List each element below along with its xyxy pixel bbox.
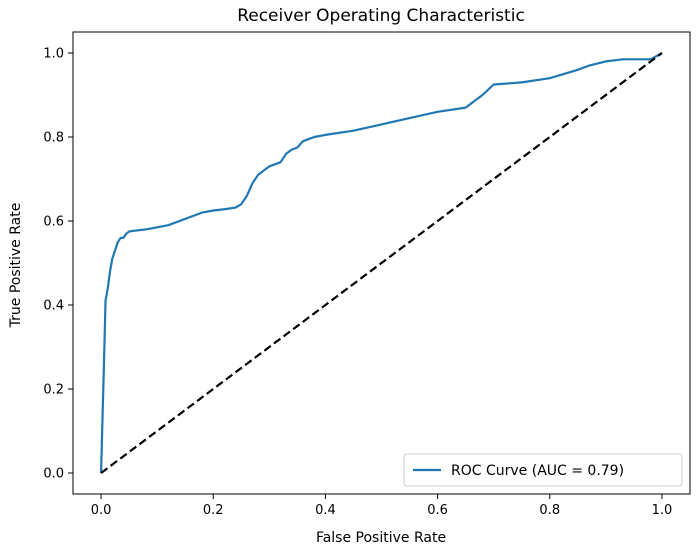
y-axis-label: True Positive Rate [8,203,24,329]
x-tick-label: 1.0 [652,503,673,518]
y-tick-label: 0.2 [43,383,64,398]
legend-box [403,453,683,487]
y-tick-label: 0.4 [43,299,64,314]
plot-area: 0.0 0.2 0.4 0.6 0.8 1.0 0.0 0.2 0.4 0.6 0.8 1.0 [43,31,691,518]
axes-frame [72,31,691,495]
y-tick-label: 0.6 [43,215,64,230]
y-tick-label: 0.8 [43,131,64,146]
roc-curve-line [99,52,663,474]
legend: ROC Curve (AUC = 0.79) [403,453,683,487]
chart-title: Receiver Operating Characteristic [237,6,525,26]
legend-label: ROC Curve (AUC = 0.79) [451,463,624,479]
y-tick-label: 1.0 [43,47,64,62]
x-axis-label: False Positive Rate [316,530,446,546]
x-tick-label: 0.2 [203,503,224,518]
x-tick-label: 0.6 [427,503,448,518]
x-tick-label: 0.8 [539,503,560,518]
chance-diagonal-line [100,52,663,474]
x-tick-label: 0.0 [91,503,112,518]
x-tick-label: 0.4 [315,503,336,518]
y-tick-label: 0.0 [43,467,64,482]
